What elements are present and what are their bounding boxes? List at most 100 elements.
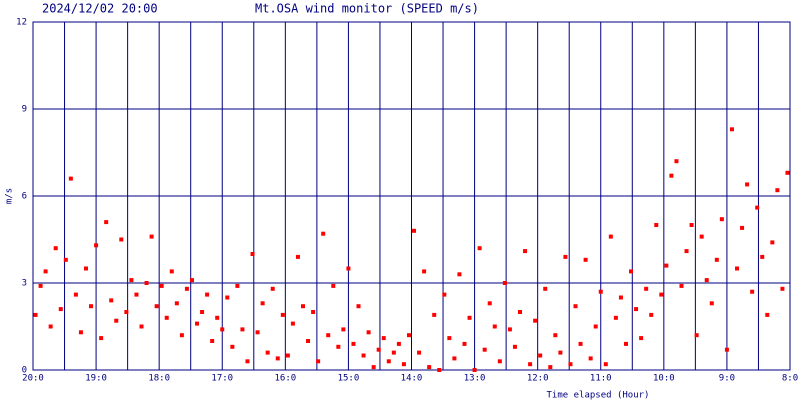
point [396,341,401,346]
point [528,362,533,367]
point [654,223,659,227]
point [523,249,528,254]
point [336,344,341,349]
point [417,350,422,355]
point [119,237,124,242]
point [780,286,785,291]
point [316,359,321,364]
point [492,324,497,329]
y-tick-label: 12 [16,18,27,28]
point [144,281,149,285]
point [578,341,583,346]
x-tick-label: 15:0 [338,374,360,384]
point [164,315,169,320]
point [497,359,502,364]
point [538,353,543,358]
point [134,292,139,297]
point [512,344,517,349]
point [533,318,538,323]
plot-frame [32,21,791,371]
point [502,281,507,285]
point [225,295,230,300]
point [104,220,109,225]
point [740,225,745,230]
point [361,353,366,358]
point [608,234,613,239]
point [699,234,704,239]
point [588,356,593,361]
point [467,315,472,320]
point [644,286,649,291]
point [306,339,311,343]
y-tick-label: 3 [22,279,27,289]
point [770,240,775,245]
y-tick-label: 9 [22,105,27,115]
point [33,312,38,317]
point [634,307,639,312]
point [543,286,548,291]
point [669,173,674,178]
point [775,188,780,193]
point [487,301,492,306]
point [437,368,442,372]
point [169,269,174,274]
point [548,365,553,370]
point [245,359,250,364]
point [275,356,280,361]
point [603,362,608,367]
point [290,321,295,326]
x-tick-label: 14:0 [401,374,423,384]
point [356,304,361,309]
x-tick-label: 18:0 [148,374,170,384]
point [381,336,386,341]
x-tick-label: 12:0 [527,374,549,384]
point [553,333,558,338]
point [563,254,568,259]
point [684,249,689,254]
point [427,365,432,370]
point [371,365,376,370]
x-tick-label: 8:0 [782,374,798,384]
point [735,266,740,271]
point [613,315,618,320]
point [250,252,255,256]
point [573,304,578,309]
point [785,170,790,175]
point [447,336,452,341]
point [311,310,316,314]
x-tick-label: 11:0 [590,374,612,384]
point [300,304,305,309]
point [750,289,755,294]
point [457,272,462,277]
point [351,341,356,346]
y-axis-label: m/s [5,188,15,204]
point [260,301,265,306]
point [270,286,275,291]
x-tick-label: 9:0 [719,374,735,384]
point [265,350,270,355]
point [714,257,719,262]
point [432,312,437,317]
point [184,286,189,291]
point [331,283,336,288]
point [639,336,644,341]
point [53,246,58,251]
point [189,278,194,283]
point [679,283,684,288]
point [205,292,210,297]
point [452,356,457,361]
point [765,312,770,317]
point [674,159,679,164]
x-tick-label: 13:0 [464,374,486,384]
point [114,318,119,323]
point [719,217,724,222]
point [48,324,53,329]
point [326,333,331,338]
point [568,362,573,367]
point [200,310,205,314]
point [179,333,184,338]
point [295,254,300,259]
point [149,234,154,239]
